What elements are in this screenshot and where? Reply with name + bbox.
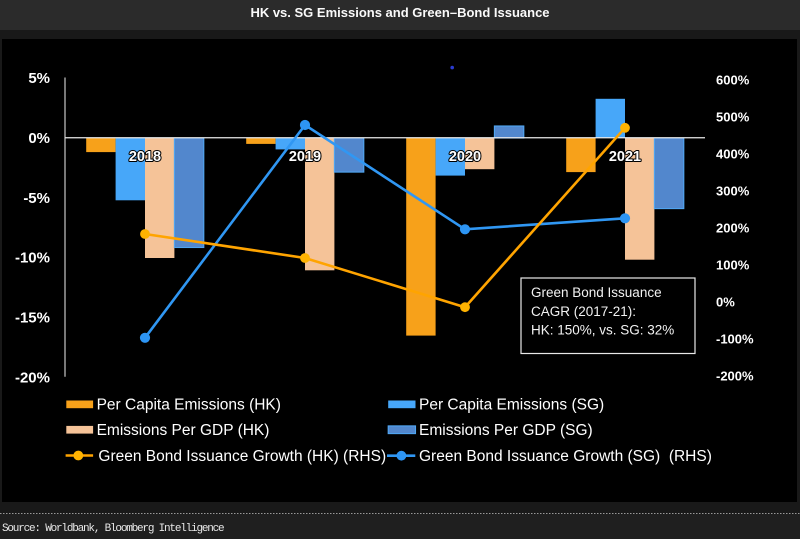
svg-text:-5%: -5% xyxy=(23,190,50,207)
svg-text:-15%: -15% xyxy=(15,309,50,326)
svg-text:2019: 2019 xyxy=(289,149,321,165)
svg-text:5%: 5% xyxy=(28,70,50,87)
svg-text:0%: 0% xyxy=(28,130,50,147)
svg-text:Source: Worldbank, Bloomberg I: Source: Worldbank, Bloomberg Intelligenc… xyxy=(2,523,224,535)
svg-text:Green Bond Issuance Growth (SG: Green Bond Issuance Growth (SG) (RHS) xyxy=(419,448,712,465)
svg-text:-10%: -10% xyxy=(15,250,50,267)
svg-text:2020: 2020 xyxy=(449,149,481,165)
svg-text:HK: 150%, vs. SG: 32%: HK: 150%, vs. SG: 32% xyxy=(531,323,674,338)
svg-text:200%: 200% xyxy=(716,221,750,236)
svg-text:CAGR (2017-21):: CAGR (2017-21): xyxy=(531,304,636,319)
svg-text:Green Bond Issuance: Green Bond Issuance xyxy=(531,285,662,300)
svg-text:-200%: -200% xyxy=(716,369,754,384)
svg-text:-100%: -100% xyxy=(716,332,754,347)
svg-text:600%: 600% xyxy=(716,73,750,88)
svg-text:500%: 500% xyxy=(716,110,750,125)
svg-text:300%: 300% xyxy=(716,184,750,199)
svg-text:400%: 400% xyxy=(716,147,750,162)
svg-text:Emissions Per GDP (HK): Emissions Per GDP (HK) xyxy=(97,422,270,439)
svg-text:Per Capita Emissions (HK): Per Capita Emissions (HK) xyxy=(97,397,281,414)
svg-text:-20%: -20% xyxy=(15,369,50,386)
svg-text:HK vs. SG Emissions and Green–: HK vs. SG Emissions and Green–Bond Issua… xyxy=(250,5,549,20)
svg-text:2021: 2021 xyxy=(609,149,641,165)
svg-text:100%: 100% xyxy=(716,258,750,273)
svg-text:0%: 0% xyxy=(716,295,735,310)
svg-text:Emissions Per GDP (SG): Emissions Per GDP (SG) xyxy=(419,422,593,439)
svg-text:Green Bond Issuance Growth (HK: Green Bond Issuance Growth (HK) (RHS) xyxy=(98,448,386,465)
svg-text:2018: 2018 xyxy=(129,149,161,165)
svg-text:Per Capita Emissions (SG): Per Capita Emissions (SG) xyxy=(419,397,604,414)
